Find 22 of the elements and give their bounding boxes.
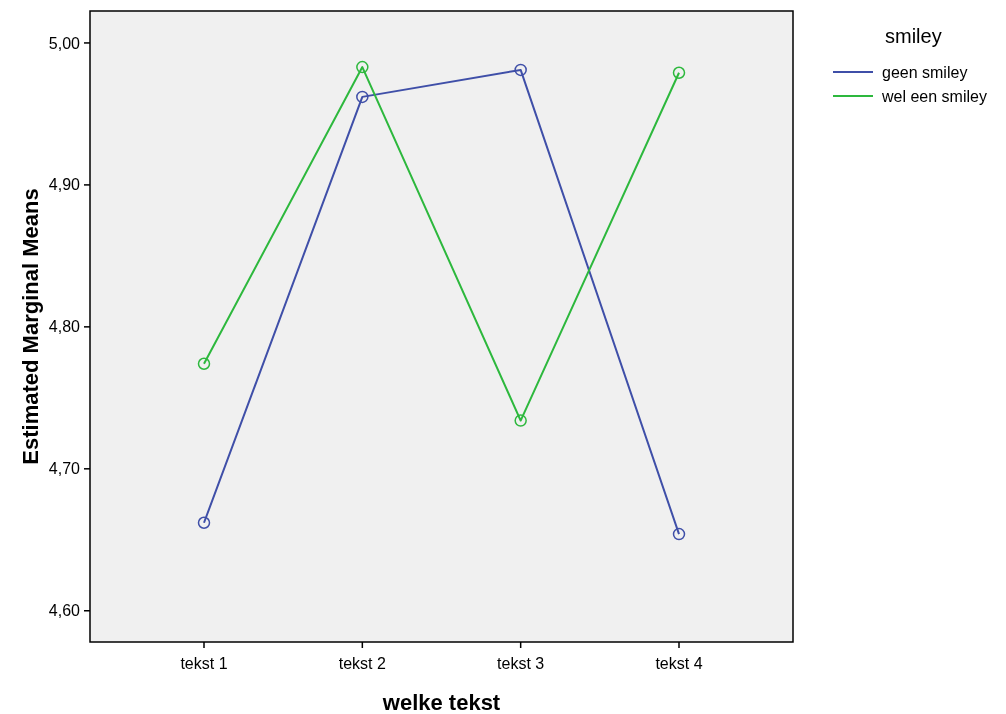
- y-tick-label: 4,90: [48, 176, 81, 194]
- x-tick-label: tekst 1: [180, 655, 228, 672]
- y-tick-label: 4,80: [48, 318, 81, 336]
- point: [514, 63, 527, 77]
- point: [197, 516, 211, 530]
- point: [672, 66, 686, 79]
- point: [197, 357, 211, 371]
- y-axis-title: Estimated Marginal Means: [18, 188, 43, 465]
- point: [356, 60, 369, 74]
- point: [672, 527, 686, 541]
- x-axis-title: welke tekst: [381, 690, 501, 714]
- x-tick-label: tekst 4: [655, 655, 703, 672]
- point: [514, 414, 527, 427]
- point: [356, 90, 369, 104]
- legend-title: smiley: [885, 25, 942, 47]
- legend-label: geen smiley: [882, 63, 968, 81]
- y-tick-label: 4,60: [48, 602, 81, 620]
- y-tick-label: 4,70: [48, 460, 81, 478]
- y-tick-label: 5,00: [48, 34, 81, 52]
- x-tick-label: tekst 2: [338, 655, 386, 672]
- legend-label: wel een smiley: [881, 87, 987, 105]
- x-tick-label: tekst 3: [497, 655, 545, 672]
